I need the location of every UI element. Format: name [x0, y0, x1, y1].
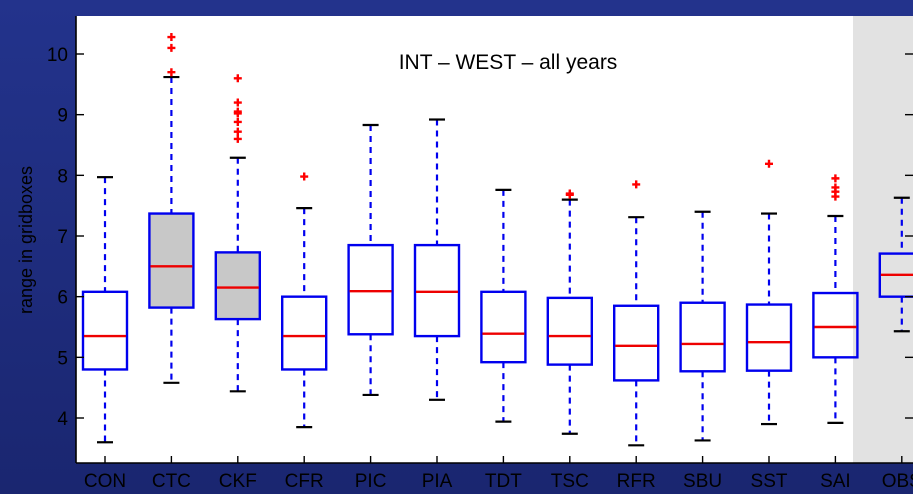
iqr-box [613, 304, 660, 382]
y-tick-label: 6 [57, 288, 68, 309]
x-tick-label: CTC [152, 471, 191, 492]
x-tick-label: TSC [551, 471, 589, 492]
iqr-box [745, 303, 793, 372]
y-tick-label: 10 [47, 45, 68, 66]
iqr-box [546, 296, 593, 366]
plot-area [76, 16, 913, 463]
x-tick-label: CFR [285, 471, 324, 492]
iqr-box [214, 251, 262, 321]
box-sbu [679, 210, 726, 442]
x-tick-label: SAI [820, 471, 851, 492]
iqr-box [148, 212, 195, 309]
outlier-point [565, 189, 574, 198]
outlier-point [167, 43, 176, 52]
outlier-point [831, 183, 840, 192]
outlier-point [831, 174, 840, 183]
iqr-box [81, 290, 129, 371]
x-tick-label: RFR [617, 471, 656, 492]
x-tick-label: PIC [355, 471, 387, 492]
outlier-point [632, 180, 641, 189]
y-tick-label: 9 [57, 106, 68, 127]
outlier-point [233, 98, 242, 107]
obs-shaded-panel [853, 16, 913, 463]
box-pic [347, 123, 394, 397]
box-con [81, 176, 129, 444]
box-tsc [546, 189, 593, 435]
box-pia [413, 118, 461, 401]
outlier-point [233, 107, 242, 116]
iqr-box [413, 243, 461, 338]
x-tick-label: OBS [882, 471, 913, 492]
outlier-point [233, 127, 242, 136]
outlier-point [167, 68, 176, 77]
iqr-box [679, 301, 726, 373]
chart-title: INT – WEST – all years [399, 51, 618, 74]
outlier-point [167, 33, 176, 42]
box-cfr [281, 172, 328, 429]
box-sai [812, 174, 859, 424]
box-ctc [148, 33, 195, 384]
iqr-box [878, 252, 913, 298]
y-axis-label: range in gridboxes [16, 166, 36, 314]
x-tick-label: PIA [422, 471, 453, 492]
x-tick-label: CKF [219, 471, 257, 492]
box-rfr [613, 180, 660, 447]
iqr-box [281, 295, 328, 371]
iqr-box [480, 290, 527, 364]
box-ckf [214, 74, 262, 393]
y-tick-label: 8 [57, 166, 68, 187]
iqr-box [347, 243, 394, 336]
x-tick-label: TDT [485, 471, 522, 492]
outlier-point [233, 134, 242, 143]
x-tick-label: SST [751, 471, 788, 492]
outlier-point [233, 74, 242, 83]
box-tdt [480, 188, 527, 423]
x-tick-label: CON [84, 471, 126, 492]
y-tick-label: 7 [57, 227, 68, 248]
outlier-point [765, 159, 773, 168]
outlier-point [300, 172, 309, 181]
x-tick-label: SBU [683, 471, 722, 492]
iqr-box [812, 291, 859, 359]
y-tick-label: 5 [57, 348, 68, 369]
outlier-point [233, 117, 242, 126]
y-tick-label: 4 [57, 409, 68, 430]
box-obs [878, 196, 913, 333]
box-sst [745, 159, 793, 426]
